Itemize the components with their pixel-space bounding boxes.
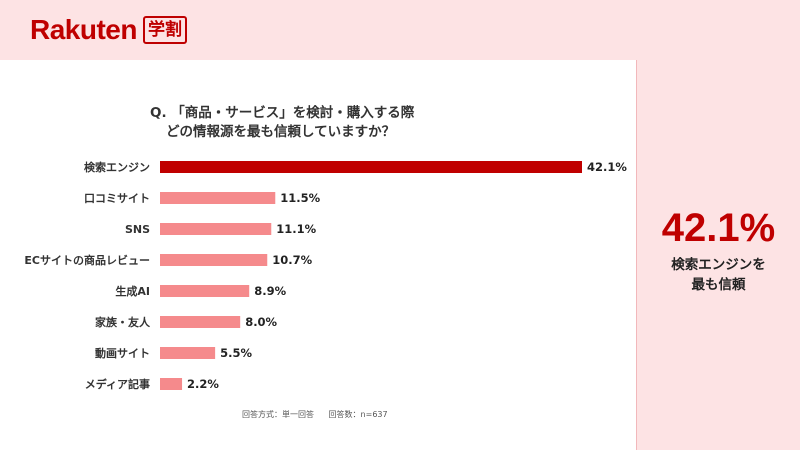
category-label: 家族・友人 bbox=[95, 315, 151, 329]
highlight-caption-line-2: 最も信頼 bbox=[691, 277, 746, 293]
category-label: ECサイトの商品レビュー bbox=[24, 253, 150, 267]
panel-divider bbox=[636, 60, 637, 450]
value-label: 11.5% bbox=[280, 191, 320, 205]
highlight-caption: 検索エンジンを 最も信頼 bbox=[637, 255, 800, 295]
question-line-2: どの情報源を最も信頼していますか？ bbox=[166, 124, 396, 140]
chart-panel: Q. 「商品・サービス」を検討・購入する際 どの情報源を最も信頼していますか？ … bbox=[0, 60, 636, 450]
bar bbox=[160, 285, 250, 297]
question-line-1: Q. 「商品・サービス」を検討・購入する際 bbox=[150, 105, 415, 121]
survey-note: 回答方式：単一回答 回答数：n=637 bbox=[242, 409, 388, 420]
value-label: 5.5% bbox=[220, 346, 252, 360]
bar bbox=[160, 254, 268, 266]
category-label: 口コミサイト bbox=[84, 192, 150, 205]
category-label: 生成AI bbox=[115, 284, 150, 298]
logo-badge: 学割 bbox=[142, 16, 187, 44]
bar bbox=[160, 347, 216, 359]
bar bbox=[160, 192, 276, 204]
logo-wordmark: Rakuten bbox=[30, 14, 137, 45]
bar bbox=[160, 378, 183, 390]
category-label: SNS bbox=[125, 223, 150, 236]
survey-count: 回答数：n=637 bbox=[328, 410, 388, 419]
survey-method: 回答方式：単一回答 bbox=[242, 410, 314, 419]
value-label: 10.7% bbox=[272, 253, 312, 267]
bar bbox=[160, 316, 241, 328]
category-label: メディア記事 bbox=[85, 377, 150, 391]
rakuten-logo[interactable]: Rakuten 学割 bbox=[30, 14, 187, 46]
highlight-panel: 42.1% 検索エンジンを 最も信頼 bbox=[637, 60, 800, 450]
highlight-caption-line-1: 検索エンジンを bbox=[671, 257, 766, 273]
question-title: Q. 「商品・サービス」を検討・購入する際 どの情報源を最も信頼していますか？ bbox=[150, 104, 470, 142]
bar-chart: 検索エンジン 42.1% 口コミサイト 11.5% SNS 11.1% ECサイトの商品レビ… bbox=[24, 160, 627, 391]
value-label: 8.0% bbox=[245, 315, 277, 329]
category-label: 検索エンジン bbox=[84, 160, 150, 174]
value-label: 2.2% bbox=[187, 377, 219, 391]
category-label: 動画サイト bbox=[95, 346, 150, 360]
value-label: 42.1% bbox=[587, 160, 627, 174]
bar bbox=[160, 161, 582, 173]
highlight-value: 42.1% bbox=[661, 206, 776, 250]
bar bbox=[160, 223, 272, 235]
header: Rakuten 学割 bbox=[0, 0, 800, 60]
value-label: 8.9% bbox=[254, 284, 286, 298]
value-label: 11.1% bbox=[276, 222, 316, 236]
